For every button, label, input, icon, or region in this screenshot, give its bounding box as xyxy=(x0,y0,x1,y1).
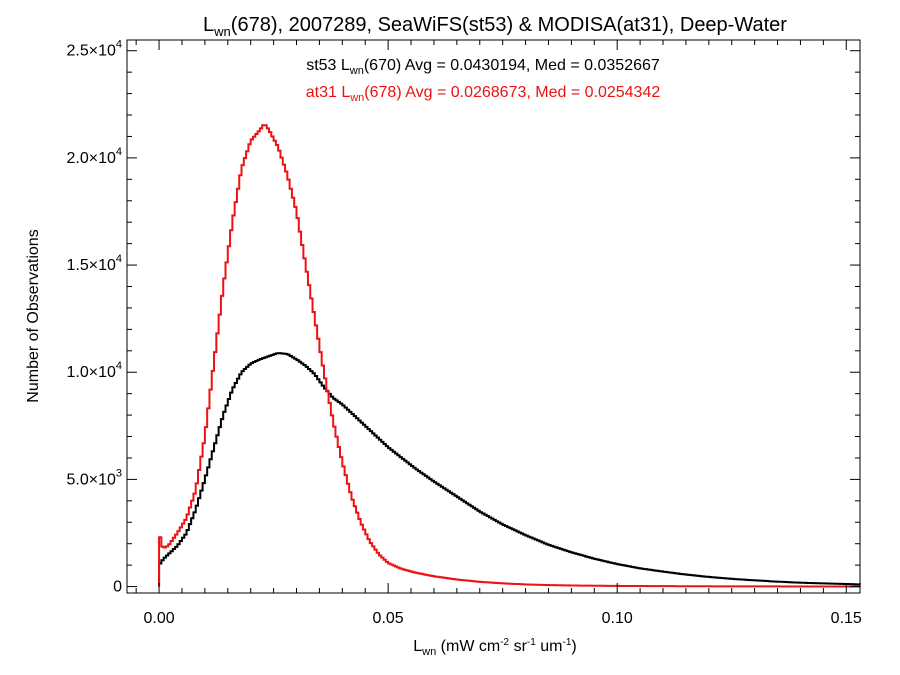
chart-title-sub: wn xyxy=(213,24,231,39)
x-tick-label: 0.10 xyxy=(602,610,633,627)
x-axis-title-p4: ) xyxy=(571,638,576,655)
y-tick-label: 1.5×104 xyxy=(66,253,122,274)
x-axis-title-sup1: -2 xyxy=(500,637,509,648)
x-axis-title-p2: sr xyxy=(509,638,527,655)
chart-title-lead: L xyxy=(203,14,214,36)
x-axis-title-lead: L xyxy=(413,638,422,655)
y-tick-label: 2.5×104 xyxy=(66,39,122,60)
y-tick-label: 2.0×104 xyxy=(66,146,122,167)
x-axis-title-sup3: -1 xyxy=(562,637,571,648)
legend-entry-st53-post: (670) Avg = 0.0430194, Med = 0.0352667 xyxy=(364,57,660,74)
plot-frame xyxy=(126,39,861,594)
x-axis-title-sup2: -1 xyxy=(527,637,536,648)
series-at31-line xyxy=(158,124,861,588)
x-axis-title-p1: (mW cm xyxy=(436,638,500,655)
legend-entry-at31: at31 Lwn(678) Avg = 0.0268673, Med = 0.0… xyxy=(306,84,661,104)
legend-entry-st53-sub: wn xyxy=(349,65,364,77)
legend-entry-at31-pre: at31 L xyxy=(306,84,351,101)
y-axis: 0 5.0×103 1.0×104 1.5×104 2.0×104 2.5×104 xyxy=(66,39,860,596)
legend-entry-at31-post: (678) Avg = 0.0268673, Med = 0.0254342 xyxy=(364,84,660,101)
y-axis-title: Number of Observations xyxy=(25,229,42,402)
x-axis-title: Lwn (mW cm-2 sr-1 um-1) xyxy=(413,637,576,658)
y-tick-label: 5.0×103 xyxy=(66,467,122,488)
x-axis: 0.00 0.05 0.10 0.15 xyxy=(135,40,862,627)
x-tick-label: 0.00 xyxy=(143,610,174,627)
y-tick-label: 1.0×104 xyxy=(66,360,122,381)
x-tick-label: 0.15 xyxy=(831,610,862,627)
chart-title: Lwn(678), 2007289, SeaWiFS(st53) & MODIS… xyxy=(203,14,787,39)
series-layer xyxy=(158,124,861,588)
legend-entry-st53: st53 Lwn(670) Avg = 0.0430194, Med = 0.0… xyxy=(306,57,660,77)
x-axis-title-p3: um xyxy=(536,638,563,655)
y-tick-label: 0 xyxy=(113,579,122,596)
x-tick-label: 0.05 xyxy=(373,610,404,627)
x-axis-title-sub: wn xyxy=(421,646,436,658)
legend-entry-at31-sub: wn xyxy=(349,92,364,104)
legend-entry-st53-pre: st53 L xyxy=(306,57,350,74)
series-st53-line xyxy=(158,352,861,587)
chart-title-rest: (678), 2007289, SeaWiFS(st53) & MODISA(a… xyxy=(231,14,787,36)
